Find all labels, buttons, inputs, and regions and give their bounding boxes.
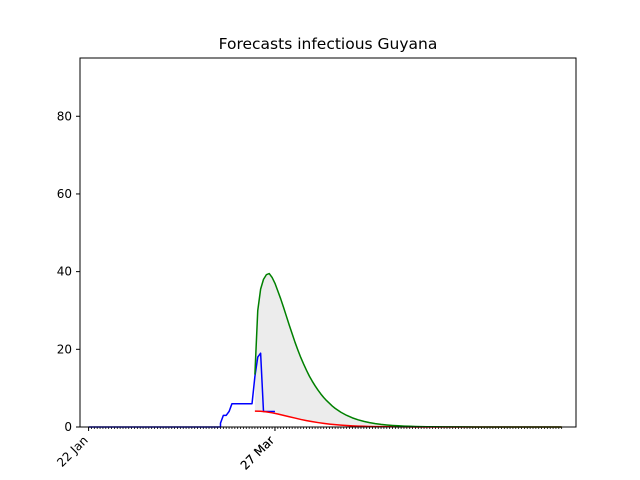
y-tick-label: 20 bbox=[57, 342, 72, 356]
y-tick-label: 0 bbox=[64, 420, 72, 434]
y-tick-label: 80 bbox=[57, 109, 72, 123]
forecast-band bbox=[254, 273, 562, 427]
y-tick-label: 60 bbox=[57, 187, 72, 201]
axes-frame bbox=[79, 57, 577, 428]
chart-title: Forecasts infectious Guyana bbox=[219, 35, 438, 53]
y-tick-label: 40 bbox=[57, 265, 72, 279]
